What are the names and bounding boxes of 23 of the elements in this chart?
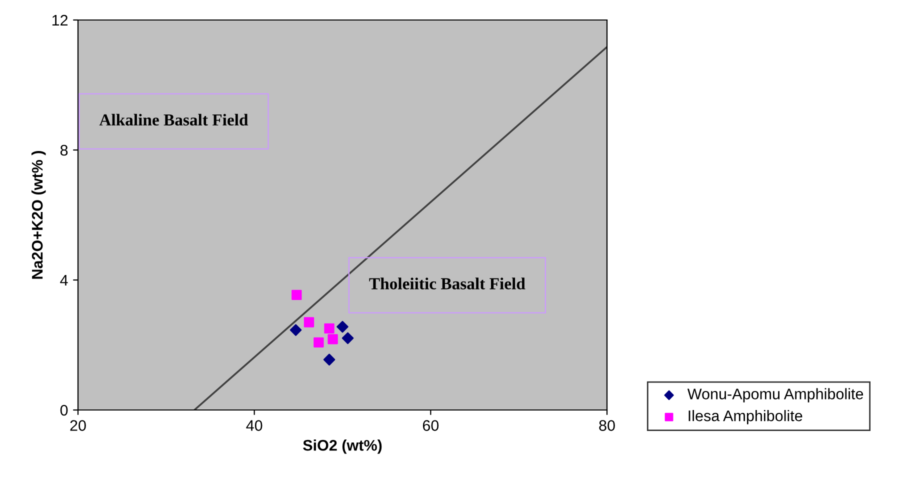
y-tick-label: 12 [52, 14, 68, 26]
x-tick-label: 20 [70, 420, 86, 431]
point [324, 323, 334, 334]
annotation: Alkaline Basalt Field [99, 114, 248, 126]
point [323, 354, 336, 366]
point [304, 317, 314, 328]
x-tick-label: 40 [246, 420, 262, 431]
y-tick-label: 0 [60, 404, 68, 416]
point [336, 320, 348, 333]
y-tick-label: 4 [60, 275, 68, 286]
legend-label: Wonu-Apomu Amphibolite [687, 388, 864, 402]
x-axis-title: SiO2 (wt%) [303, 440, 382, 454]
y-tick-label: 8 [60, 144, 68, 156]
point [292, 290, 302, 300]
legend-label: Ilesa Amphibolite [688, 410, 802, 424]
point [314, 337, 324, 348]
point [290, 324, 302, 336]
y-axis-title: Na2O+K2O (wt% ) [31, 151, 46, 279]
x-tick-label: 80 [599, 420, 615, 431]
point [328, 334, 338, 344]
annotation: Tholeiitic Basalt Field [369, 278, 526, 290]
x-tick-label: 60 [422, 420, 439, 431]
point [342, 332, 354, 344]
